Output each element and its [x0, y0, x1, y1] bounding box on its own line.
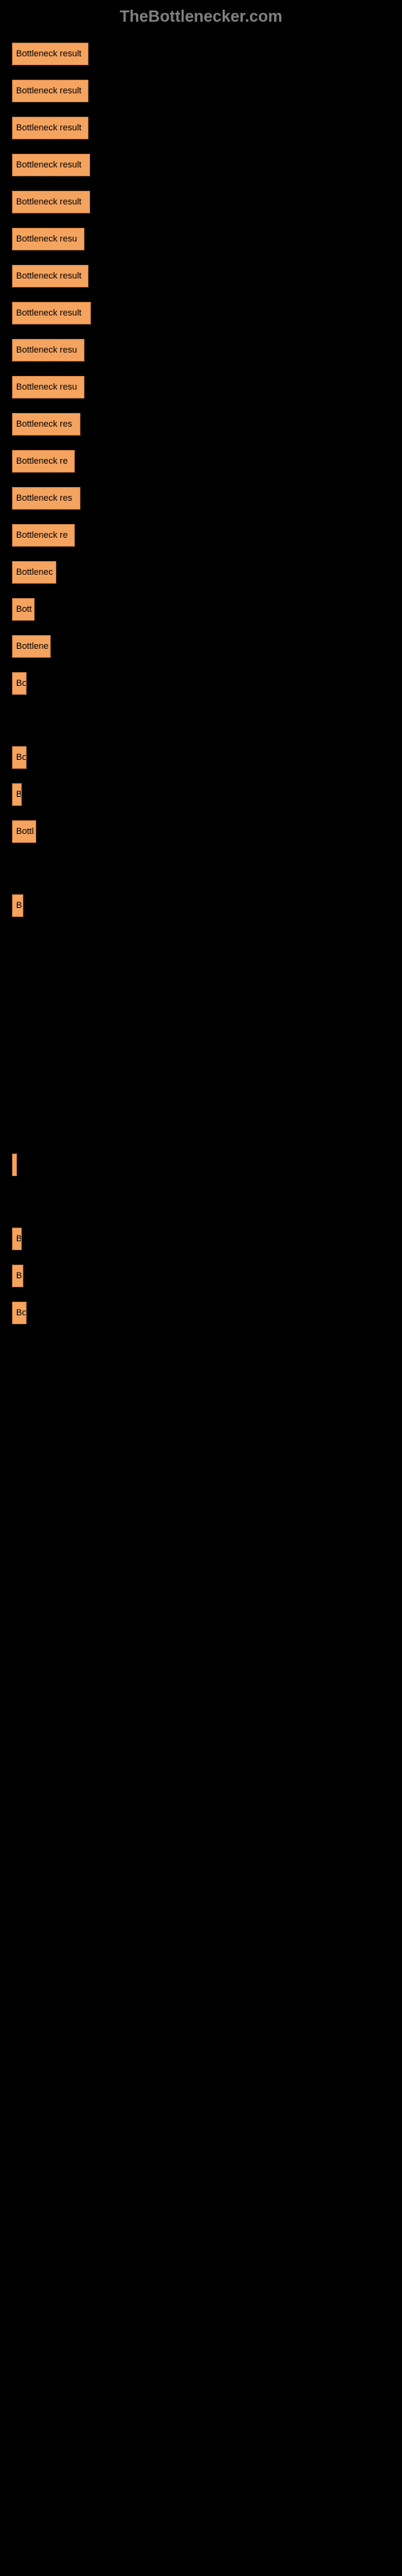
chart-bar: Bottleneck result [12, 302, 91, 324]
bar-row [12, 857, 394, 880]
chart-bar: Bottleneck resu [12, 376, 84, 398]
bar-row: Bo [12, 672, 394, 695]
bar-row: Bott [12, 598, 394, 621]
bar-row: Bottlenec [12, 561, 394, 584]
chart-bar: Bottleneck result [12, 191, 90, 213]
bar-row: Bottleneck result [12, 80, 394, 102]
bar-row [12, 1117, 394, 1139]
bar-row: Bo [12, 1302, 394, 1324]
bar-row: B [12, 1265, 394, 1287]
bar-row [12, 1154, 394, 1176]
bar-row: Bottl [12, 820, 394, 843]
bar-row: B [12, 894, 394, 917]
chart-bar: Bo [12, 1302, 27, 1324]
chart-bar: Bottleneck re [12, 450, 75, 473]
bar-row: Bottleneck result [12, 191, 394, 213]
chart-bar: Bottl [12, 820, 36, 843]
bar-row: B [12, 1228, 394, 1250]
bar-row [12, 1042, 394, 1065]
bar-row: Bottleneck re [12, 450, 394, 473]
bar-row: Bottleneck result [12, 117, 394, 139]
chart-bar [12, 1154, 17, 1176]
chart-bar: Bottleneck result [12, 265, 88, 287]
chart-bar: Bottleneck result [12, 117, 88, 139]
chart-bar: B [12, 1265, 23, 1287]
chart-bar: Bottleneck resu [12, 339, 84, 361]
chart-bar: Bottleneck result [12, 43, 88, 65]
bar-row: Bottleneck resu [12, 228, 394, 250]
bar-row: Bottlene [12, 635, 394, 658]
bar-row [12, 1080, 394, 1102]
bar-row: B [12, 783, 394, 806]
bar-row: Bottleneck re [12, 524, 394, 547]
chart-bar: Bo [12, 672, 27, 695]
chart-bar: Bottleneck res [12, 487, 80, 510]
bar-row: Bottleneck result [12, 154, 394, 176]
watermark: TheBottlenecker.com [8, 8, 394, 27]
bar-row [12, 1191, 394, 1213]
bar-row [12, 1005, 394, 1028]
bar-row [12, 931, 394, 954]
bar-row [12, 709, 394, 732]
bar-row [12, 968, 394, 991]
chart-bar: Bottleneck res [12, 413, 80, 436]
bar-row: Bottleneck result [12, 43, 394, 65]
bar-row: Bottleneck result [12, 265, 394, 287]
bar-row: Bottleneck resu [12, 376, 394, 398]
chart-bar: Bottlenec [12, 561, 56, 584]
chart-bar: Bo [12, 746, 27, 769]
bar-row: Bottleneck result [12, 302, 394, 324]
bar-row: Bo [12, 746, 394, 769]
chart-bar: Bottleneck result [12, 80, 88, 102]
chart-bar: Bottleneck resu [12, 228, 84, 250]
chart-bar: B [12, 783, 22, 806]
chart-bar: Bottlene [12, 635, 51, 658]
chart-bar: Bott [12, 598, 35, 621]
bar-chart: Bottleneck result Bottleneck result Bottle… [8, 43, 394, 1324]
bar-row: Bottleneck resu [12, 339, 394, 361]
bar-row: Bottleneck res [12, 413, 394, 436]
chart-bar: Bottleneck result [12, 154, 90, 176]
chart-bar: B [12, 894, 23, 917]
bar-row: Bottleneck res [12, 487, 394, 510]
chart-bar: B [12, 1228, 22, 1250]
chart-bar: Bottleneck re [12, 524, 75, 547]
